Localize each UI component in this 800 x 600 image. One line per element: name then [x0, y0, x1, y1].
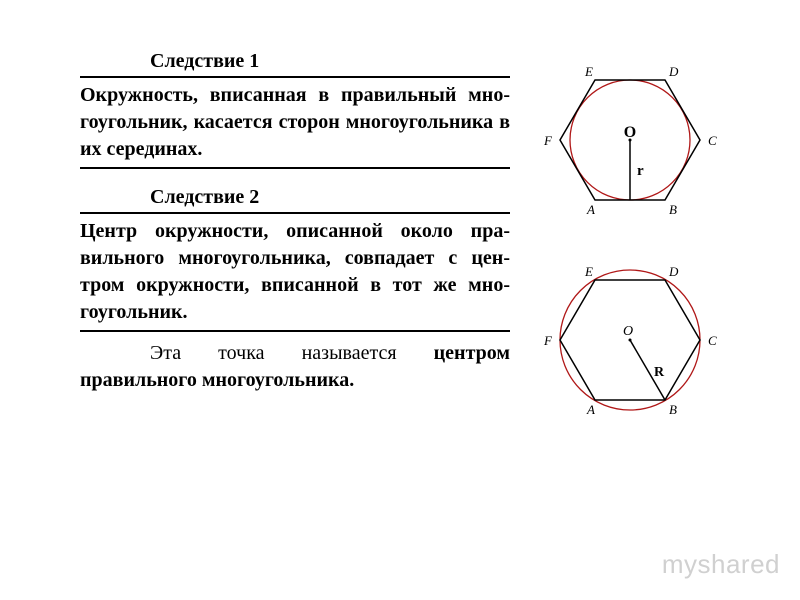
figure-inscribed-circle: A B C D E F Or: [540, 50, 760, 220]
divider: [80, 76, 510, 78]
svg-text:B: B: [669, 202, 677, 217]
svg-text:C: C: [708, 133, 717, 148]
svg-text:E: E: [584, 64, 593, 79]
divider: [80, 330, 510, 332]
svg-text:F: F: [543, 133, 553, 148]
svg-text:A: A: [586, 402, 595, 417]
svg-text:B: B: [669, 402, 677, 417]
definition-lead: Эта точка называется: [150, 342, 434, 364]
svg-text:r: r: [637, 163, 644, 179]
corollary-1-heading: Следствие 1: [80, 50, 510, 73]
svg-text:D: D: [668, 264, 679, 279]
figure-circumscribed-circle: A B C D E F O R: [540, 250, 760, 420]
divider: [80, 212, 510, 214]
svg-text:C: C: [708, 333, 717, 348]
watermark: myshared: [662, 549, 780, 580]
corollary-2-text: Центр окружности, описанной около пра­ви…: [80, 218, 510, 326]
page: Следствие 1 Окружность, вписанная в прав…: [0, 0, 800, 600]
svg-text:R: R: [654, 365, 665, 380]
watermark-text: myshared: [662, 549, 780, 579]
corollary-2-heading: Следствие 2: [80, 186, 510, 209]
svg-text:O: O: [623, 324, 633, 339]
center-definition-text: Эта точка называется центром правильного…: [80, 340, 510, 394]
corollary-1-text: Окружность, вписанная в правильный мно­г…: [80, 82, 510, 163]
svg-text:E: E: [584, 264, 593, 279]
svg-text:D: D: [668, 64, 679, 79]
svg-text:F: F: [543, 333, 553, 348]
divider: [80, 167, 510, 169]
svg-text:A: A: [586, 202, 595, 217]
figure-column: A B C D E F Or A B C D E F O R: [540, 50, 760, 450]
hexagon-incircle-diagram: A B C D E F Or: [540, 50, 720, 220]
svg-text:O: O: [624, 124, 636, 141]
text-column: Следствие 1 Окружность, вписанная в прав…: [80, 50, 510, 394]
hexagon-circumcircle-diagram: A B C D E F O R: [540, 250, 720, 420]
